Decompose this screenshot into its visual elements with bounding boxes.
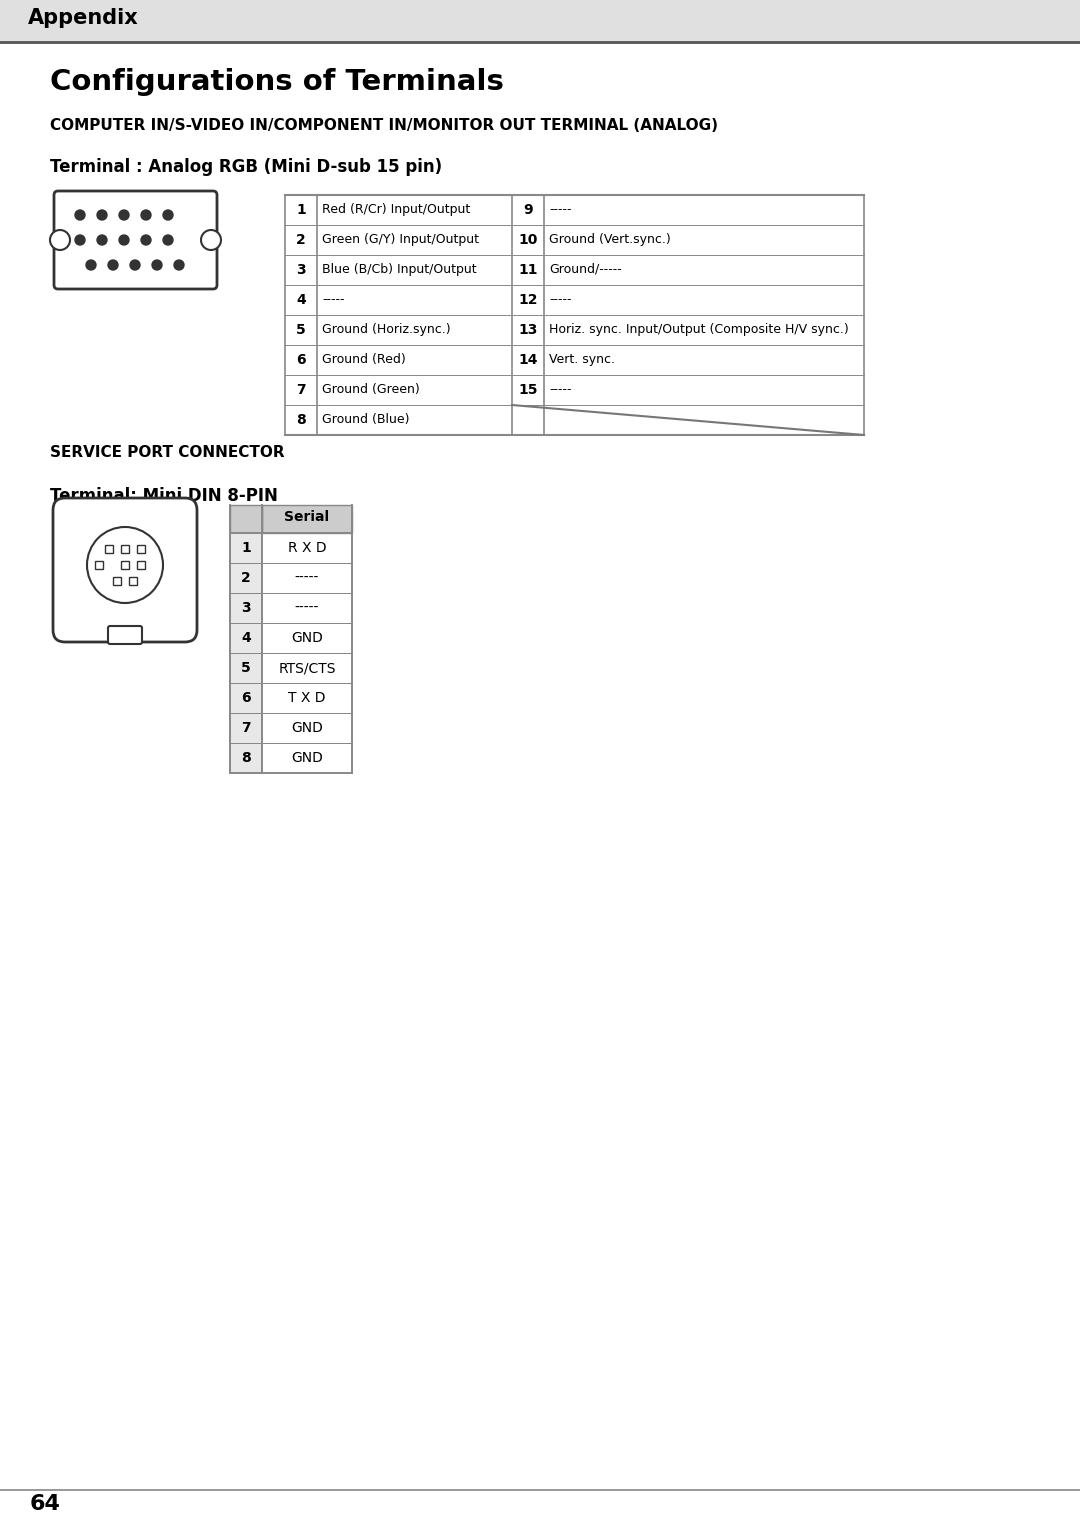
Text: 5: 5	[296, 323, 306, 337]
Text: 3: 3	[296, 264, 306, 277]
Bar	[230, 562, 262, 593]
Text: 2: 2	[241, 571, 251, 585]
Text: -----: -----	[549, 383, 571, 395]
Text: 14: 14	[518, 352, 538, 368]
Text: Terminal : Analog RGB (Mini D-sub 15 pin): Terminal : Analog RGB (Mini D-sub 15 pin…	[50, 158, 442, 176]
Bar	[230, 533, 262, 562]
Circle shape	[97, 210, 107, 221]
Text: Terminal: Mini DIN 8-PIN: Terminal: Mini DIN 8-PIN	[50, 487, 278, 506]
Text: GND: GND	[292, 751, 323, 764]
Circle shape	[86, 260, 96, 270]
Bar	[230, 653, 262, 683]
Circle shape	[163, 210, 173, 221]
Text: 4: 4	[241, 631, 251, 645]
Circle shape	[152, 260, 162, 270]
Text: Red (R/Cr) Input/Output: Red (R/Cr) Input/Output	[322, 204, 470, 216]
Bar	[121, 561, 129, 568]
Circle shape	[75, 234, 85, 245]
Text: -----: -----	[322, 293, 345, 306]
Text: 7: 7	[296, 383, 306, 397]
Text: 9: 9	[523, 204, 532, 218]
Circle shape	[174, 260, 184, 270]
Text: Configurations of Terminals: Configurations of Terminals	[50, 67, 504, 97]
Text: 64: 64	[30, 1494, 60, 1514]
Text: SERVICE PORT CONNECTOR: SERVICE PORT CONNECTOR	[50, 444, 285, 460]
Text: 13: 13	[518, 323, 538, 337]
Circle shape	[141, 234, 151, 245]
Bar	[230, 683, 262, 712]
Circle shape	[163, 234, 173, 245]
Text: GND: GND	[292, 631, 323, 645]
Text: Horiz. sync. Input/Output (Composite H/V sync.): Horiz. sync. Input/Output (Composite H/V…	[549, 323, 849, 336]
Text: 2: 2	[296, 233, 306, 247]
Circle shape	[141, 210, 151, 221]
Text: Green (G/Y) Input/Output: Green (G/Y) Input/Output	[322, 233, 480, 247]
Text: 1: 1	[241, 541, 251, 555]
Bar	[113, 578, 121, 585]
Text: 8: 8	[296, 414, 306, 427]
Text: COMPUTER IN/S-VIDEO IN/COMPONENT IN/MONITOR OUT TERMINAL (ANALOG): COMPUTER IN/S-VIDEO IN/COMPONENT IN/MONI…	[50, 118, 718, 133]
Text: Vert. sync.: Vert. sync.	[549, 352, 615, 366]
Text: Ground (Vert.sync.): Ground (Vert.sync.)	[549, 233, 671, 247]
Bar	[137, 545, 145, 553]
Text: 11: 11	[518, 264, 538, 277]
Text: 10: 10	[518, 233, 538, 247]
Circle shape	[201, 230, 221, 250]
Circle shape	[119, 234, 129, 245]
Circle shape	[108, 260, 118, 270]
Text: -----: -----	[295, 601, 320, 614]
Text: R X D: R X D	[287, 541, 326, 555]
Bar	[105, 545, 113, 553]
Text: -----: -----	[295, 571, 320, 585]
Bar	[262, 506, 352, 533]
Text: Serial: Serial	[284, 510, 329, 524]
Text: 6: 6	[296, 352, 306, 368]
Text: 15: 15	[518, 383, 538, 397]
Bar	[230, 506, 262, 533]
Circle shape	[50, 230, 70, 250]
Text: -----: -----	[549, 293, 571, 306]
Bar	[137, 561, 145, 568]
Circle shape	[119, 210, 129, 221]
Text: Ground (Horiz.sync.): Ground (Horiz.sync.)	[322, 323, 450, 336]
Text: 8: 8	[241, 751, 251, 764]
Text: Ground/-----: Ground/-----	[549, 264, 622, 276]
FancyBboxPatch shape	[108, 627, 141, 643]
Text: 4: 4	[296, 293, 306, 306]
Circle shape	[87, 527, 163, 604]
Text: 12: 12	[518, 293, 538, 306]
Text: Appendix: Appendix	[28, 8, 138, 28]
Bar	[95, 561, 103, 568]
Bar	[121, 545, 129, 553]
Bar	[230, 593, 262, 624]
FancyBboxPatch shape	[54, 192, 217, 290]
Text: Ground (Green): Ground (Green)	[322, 383, 420, 395]
Text: RTS/CTS: RTS/CTS	[279, 660, 336, 676]
Bar	[230, 743, 262, 774]
Text: 6: 6	[241, 691, 251, 705]
Circle shape	[130, 260, 140, 270]
Text: Ground (Red): Ground (Red)	[322, 352, 406, 366]
Circle shape	[97, 234, 107, 245]
Bar	[0, 0, 1080, 41]
Bar	[230, 624, 262, 653]
Text: 3: 3	[241, 601, 251, 614]
FancyBboxPatch shape	[53, 498, 197, 642]
Text: -----: -----	[549, 204, 571, 216]
Bar	[230, 712, 262, 743]
Text: T X D: T X D	[288, 691, 326, 705]
Bar	[129, 578, 137, 585]
Text: Blue (B/Cb) Input/Output: Blue (B/Cb) Input/Output	[322, 264, 476, 276]
Circle shape	[75, 210, 85, 221]
Text: 5: 5	[241, 660, 251, 676]
Text: 1: 1	[296, 204, 306, 218]
Text: Ground (Blue): Ground (Blue)	[322, 414, 409, 426]
Text: GND: GND	[292, 722, 323, 735]
Text: 7: 7	[241, 722, 251, 735]
